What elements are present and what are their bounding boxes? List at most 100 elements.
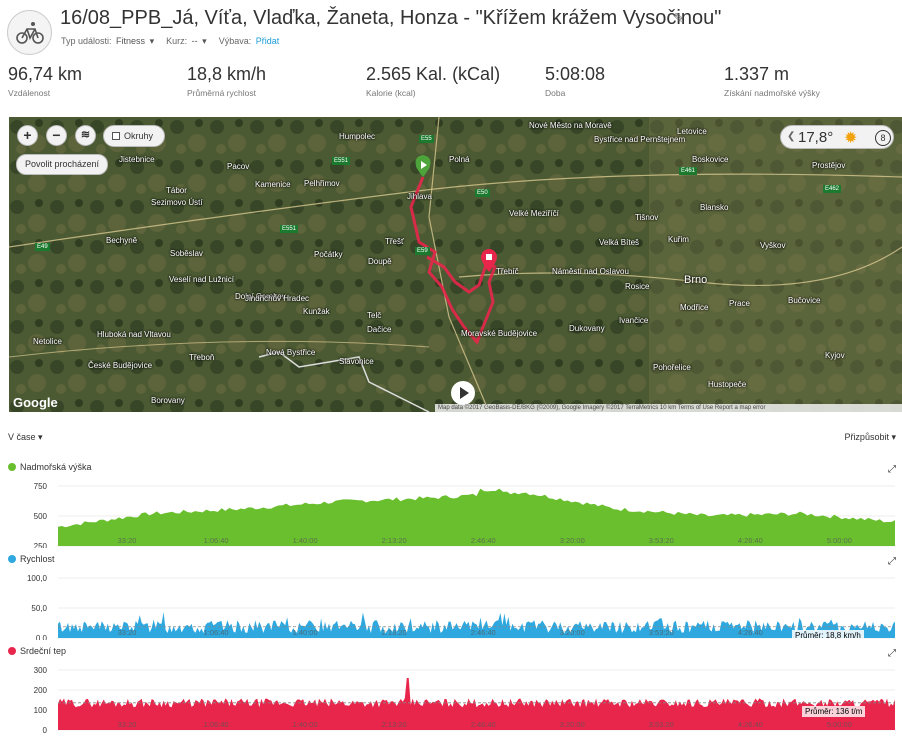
x-tick-label: 33:20 xyxy=(118,536,137,545)
x-tick-label: 5:00:00 xyxy=(827,720,852,729)
series-area xyxy=(58,678,895,730)
okruhy-checkbox[interactable] xyxy=(112,132,120,140)
map-city-label: České Budějovice xyxy=(88,361,153,370)
map-city-label: Pelhřimov xyxy=(304,179,340,188)
map-road-label: E462 xyxy=(823,185,842,193)
x-tick-label: 4:26:40 xyxy=(738,628,763,637)
activity-header: 16/08_PPB_Já, Víťa, Vlaďka, Žaneta, Honz… xyxy=(0,0,902,56)
map-city-label: Třešť xyxy=(385,237,404,246)
map-city-label: Pacov xyxy=(227,162,250,171)
stat-value: 1.337 m xyxy=(724,64,790,84)
map-city-label: Bučovice xyxy=(788,296,821,305)
x-tick-label: 5:00:00 xyxy=(827,536,852,545)
y-tick-label: 0 xyxy=(43,726,48,735)
speed-plot[interactable]: 100,0 50,0 0,0 33:20 1:06:40 1:40:00 2:13:20 2:… xyxy=(0,570,902,640)
map-city-label: Prostějov xyxy=(812,161,846,170)
heart-rate-plot[interactable]: 300 200 100 0 33:20 1:06:40 1:40:00 2:13:20 2:46… xyxy=(0,662,902,736)
pencil-icon[interactable]: ✎ xyxy=(673,10,685,26)
gear-add-link[interactable]: Přidat xyxy=(255,36,280,46)
map-city-label: Dačice xyxy=(367,325,392,334)
weather-widget[interactable]: ❮ 17,8° ✹ 8 xyxy=(780,125,894,149)
speed-chart: Rychlost ⤢ 100,0 50,0 0,0 33:20 1:06:40 1:40:… xyxy=(0,554,902,644)
event-type-label: Typ události: xyxy=(61,36,112,46)
x-tick-label: 3:20:00 xyxy=(560,720,585,729)
y-tick-label: 250 xyxy=(34,542,48,548)
map-city-label: Pohořelice xyxy=(653,363,691,372)
map-city-label: Dukovany xyxy=(569,324,605,333)
elevation-plot[interactable]: 750 500 250 33:20 1:06:40 1:40:00 2:13:20 2:46:… xyxy=(0,478,902,548)
customize-dropdown[interactable]: Přizpůsobit ▾ xyxy=(844,432,896,442)
map-road-label: E59 xyxy=(415,247,430,255)
time-mode-dropdown[interactable]: V čase ▾ xyxy=(8,432,43,442)
map-city-label: Borovany xyxy=(151,396,185,405)
map-road-label: E461 xyxy=(679,167,698,175)
x-tick-label: 3:20:00 xyxy=(560,536,585,545)
route-map[interactable]: Humpolec Nové Město na Moravě Bystřice n… xyxy=(9,117,902,412)
sun-icon: ✹ xyxy=(844,130,858,147)
map-city-label: Hluboká nad Vltavou xyxy=(97,330,171,339)
elevation-chart: Nadmořská výška ⤢ 750 500 250 33:20 1:06:40 1… xyxy=(0,462,902,552)
x-tick-label: 1:06:40 xyxy=(204,628,229,637)
zoom-out-button[interactable]: − xyxy=(46,125,67,146)
map-city-label: Náměstí nad Oslavou xyxy=(552,267,629,276)
map-city-label: Jihlava xyxy=(407,192,432,201)
x-tick-label: 2:46:40 xyxy=(471,720,496,729)
map-city-label: Tábor xyxy=(166,186,187,195)
stat-value: 2.565 Kal. (kCal) xyxy=(366,64,501,84)
expand-icon[interactable]: ⤢ xyxy=(888,556,896,567)
x-tick-label: 1:40:00 xyxy=(293,720,318,729)
x-tick-label: 33:20 xyxy=(118,628,137,637)
chart-label: Nadmořská výška xyxy=(8,462,92,472)
x-tick-label: 4:26:40 xyxy=(738,536,763,545)
map-city-label: Hustopeče xyxy=(708,380,747,389)
expand-icon[interactable]: ⤢ xyxy=(888,464,896,475)
heart-rate-average: Průměr: 136 t/m xyxy=(802,706,866,717)
y-tick-label: 100,0 xyxy=(27,574,48,583)
play-route-button[interactable] xyxy=(451,381,475,405)
cycling-icon xyxy=(7,10,52,55)
map-city-label: Kamenice xyxy=(255,180,291,189)
chevron-left-icon[interactable]: ❮ xyxy=(787,131,796,142)
activity-meta: Typ události: Fitness ▾ Kurz: -- ▾ Výbav… xyxy=(61,36,281,47)
chart-toolbar: V čase ▾ Přizpůsobit ▾ xyxy=(0,428,902,448)
okruhy-toggle[interactable]: Okruhy xyxy=(103,125,165,147)
x-tick-label: 2:13:20 xyxy=(382,628,407,637)
map-city-label: Ivančice xyxy=(619,316,649,325)
enable-browsing-button[interactable]: Povolit procházení xyxy=(16,154,108,175)
y-tick-label: 50,0 xyxy=(31,604,47,613)
chart-label: Rychlost xyxy=(8,554,55,564)
stat-distance: 96,74 km Vzdálenost xyxy=(8,64,82,98)
map-city-label: Třebíč xyxy=(496,267,519,276)
map-city-label: Polná xyxy=(449,155,470,164)
map-city-label: Sezimovo Ústí xyxy=(151,198,203,207)
course-dropdown[interactable]: -- ▾ xyxy=(191,36,207,46)
map-city-label: Moravské Budějovice xyxy=(461,329,538,338)
x-tick-label: 2:13:20 xyxy=(382,536,407,545)
temperature: 17,8° xyxy=(798,129,834,146)
expand-icon[interactable]: ⤢ xyxy=(888,648,896,659)
google-logo: Google xyxy=(13,395,58,410)
stat-duration: 5:08:08 Doba xyxy=(545,64,605,98)
stat-label: Doba xyxy=(545,88,566,98)
stat-label: Kalorie (kcal) xyxy=(366,88,416,98)
okruhy-label: Okruhy xyxy=(124,131,154,141)
map-attribution[interactable]: Map data ©2017 GeoBasis-DE/BKG (©2009), … xyxy=(435,404,902,412)
x-tick-label: 3:53:20 xyxy=(649,536,674,545)
y-tick-label: 300 xyxy=(34,666,48,675)
stat-calories: 2.565 Kal. (kCal) Kalorie (kcal) xyxy=(366,64,500,98)
y-tick-label: 200 xyxy=(34,686,48,695)
activity-title[interactable]: 16/08_PPB_Já, Víťa, Vlaďka, Žaneta, Honz… xyxy=(60,7,722,29)
x-tick-label: 33:20 xyxy=(118,720,137,729)
chart-label: Srdeční tep xyxy=(8,646,66,656)
x-tick-label: 1:40:00 xyxy=(293,536,318,545)
x-tick-label: 1:40:00 xyxy=(293,628,318,637)
x-tick-label: 3:20:00 xyxy=(560,628,585,637)
event-type-dropdown[interactable]: Fitness ▾ xyxy=(116,36,155,46)
speed-average: Průměr: 18,8 km/h xyxy=(792,630,864,641)
zoom-in-button[interactable]: + xyxy=(17,125,38,146)
x-tick-label: 2:46:40 xyxy=(471,536,496,545)
layers-icon[interactable]: ≋ xyxy=(75,125,96,146)
stat-label: Vzdálenost xyxy=(8,88,51,98)
map-city-label: Vyškov xyxy=(760,241,786,250)
x-tick-label: 4:26:40 xyxy=(738,720,763,729)
